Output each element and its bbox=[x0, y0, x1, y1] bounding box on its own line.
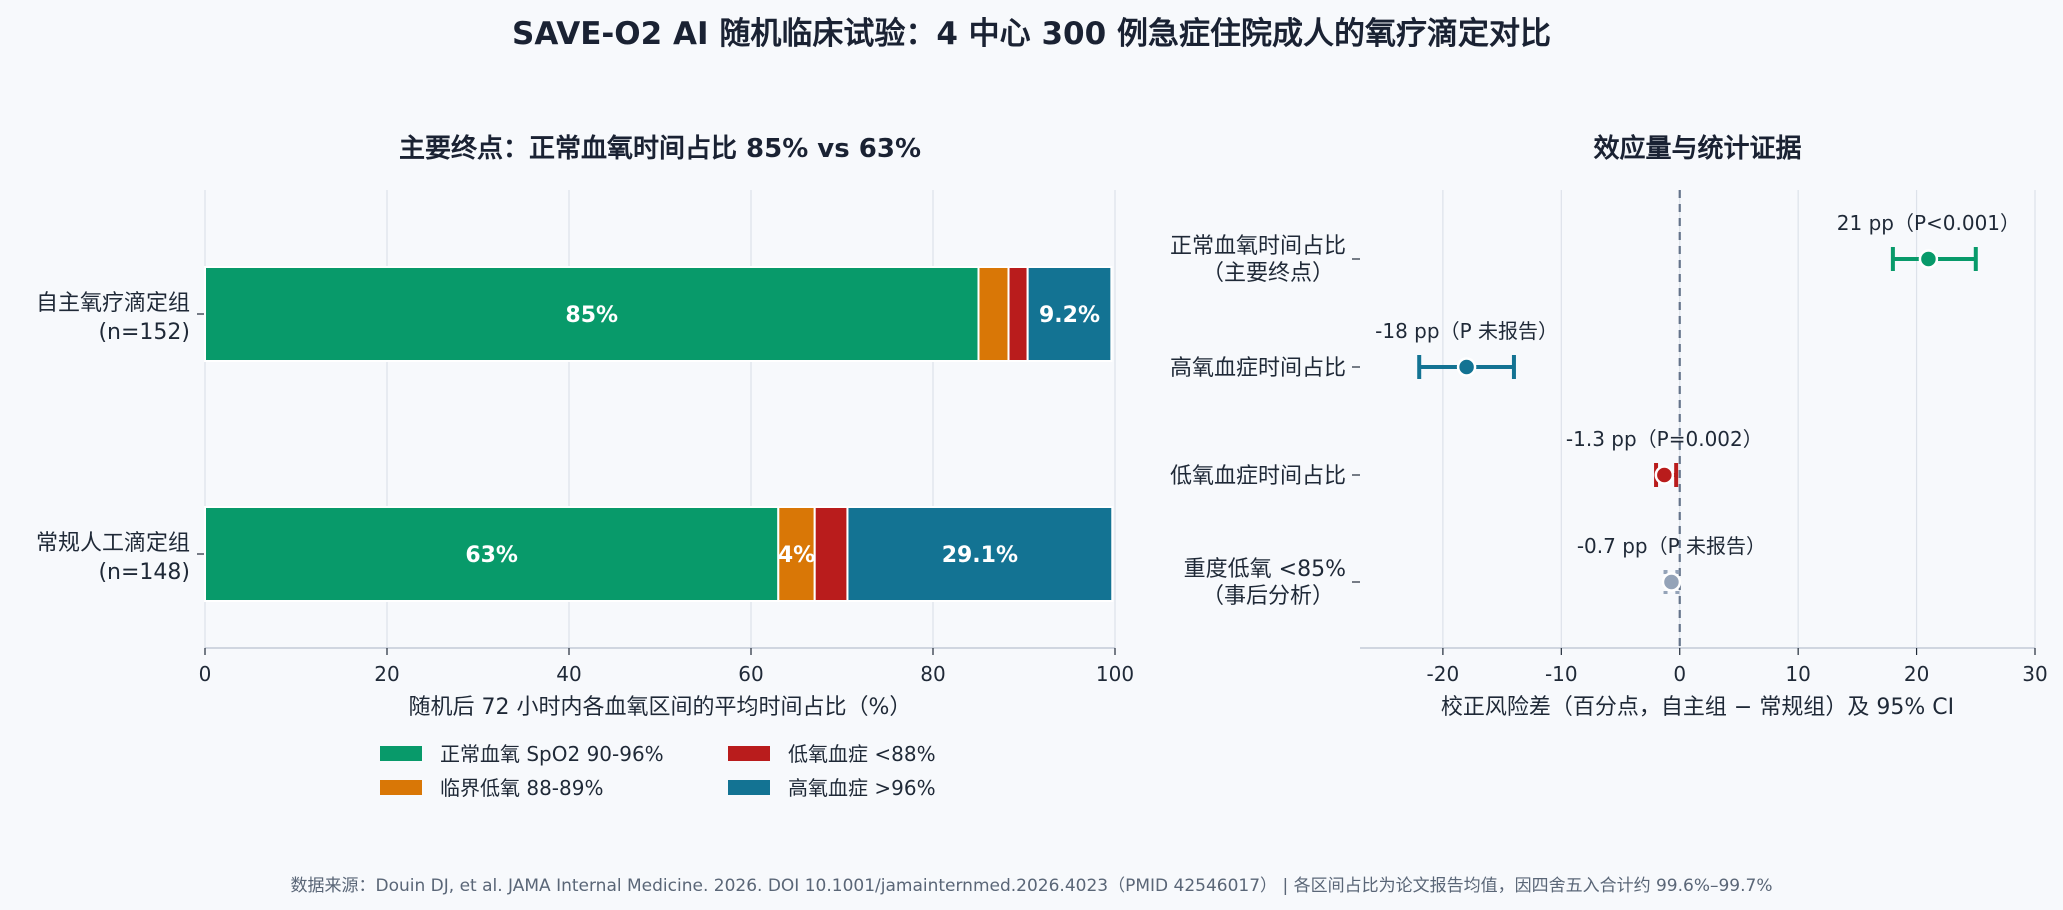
x-axis-title: 校正风险差（百分点，自主组 − 常规组）及 95% CI bbox=[1441, 695, 1954, 720]
x-tick-label: -20 bbox=[1427, 662, 1460, 686]
point-estimate bbox=[1661, 572, 1682, 592]
x-tick-label: 30 bbox=[2022, 662, 2047, 686]
bar-segment bbox=[813, 506, 849, 602]
legend-swatch bbox=[380, 780, 422, 795]
point-estimate bbox=[1918, 249, 1939, 269]
x-tick-label: -10 bbox=[1545, 662, 1578, 686]
figure-title: SAVE-O2 AI 随机临床试验：4 中心 300 例急症住院成人的氧疗滴定对… bbox=[512, 16, 1551, 52]
category-label: 常规人工滴定组 bbox=[36, 531, 190, 556]
bar-segment bbox=[846, 506, 1114, 602]
row-label: 低氧血症时间占比 bbox=[1170, 464, 1346, 489]
point-estimate bbox=[1654, 465, 1675, 485]
row-label-sub: （主要终点） bbox=[1202, 261, 1334, 286]
data-source-note: 数据来源：Douin DJ, et al. JAMA Internal Medi… bbox=[290, 876, 1773, 896]
effect-label: 21 pp（P<0.001） bbox=[1837, 211, 2020, 235]
forest-plot-title: 效应量与统计证据 bbox=[1593, 134, 1802, 164]
bar-value-label: 29.1% bbox=[942, 543, 1018, 568]
x-tick-label: 0 bbox=[199, 662, 212, 686]
bar-value-label: 4% bbox=[778, 543, 815, 568]
row-label: 正常血氧时间占比 bbox=[1170, 234, 1346, 259]
x-tick-label: 20 bbox=[374, 662, 399, 686]
effect-label: -0.7 pp（P 未报告） bbox=[1577, 534, 1766, 558]
x-tick-label: 80 bbox=[920, 662, 945, 686]
x-tick-label: 100 bbox=[1096, 662, 1134, 686]
category-label-n: (n=152) bbox=[98, 320, 190, 345]
row-label-sub: （事后分析） bbox=[1202, 584, 1334, 609]
legend-label: 临界低氧 88-89% bbox=[440, 776, 603, 800]
x-axis-title: 随机后 72 小时内各血氧区间的平均时间占比（%） bbox=[409, 695, 912, 720]
bar-segment bbox=[977, 266, 1010, 362]
bar-value-label: 85% bbox=[565, 303, 618, 328]
x-tick-label: 0 bbox=[1673, 662, 1686, 686]
x-tick-label: 10 bbox=[1785, 662, 1810, 686]
legend-swatch bbox=[728, 746, 770, 761]
legend-swatch bbox=[380, 746, 422, 761]
stacked-bar-panel: 0 20 40 60 80 100 随机后 72 小时内各血氧区间的平均时间占比（%） 自主氧… bbox=[36, 190, 1134, 720]
x-tick-label: 20 bbox=[1904, 662, 1929, 686]
category-label: 自主氧疗滴定组 bbox=[36, 291, 190, 316]
row-label: 重度低氧 <85% bbox=[1184, 557, 1346, 582]
bar-segment bbox=[1026, 266, 1113, 362]
effect-label: -1.3 pp（P=0.002） bbox=[1566, 427, 1763, 451]
x-tick-label: 60 bbox=[738, 662, 763, 686]
bar-segment bbox=[204, 266, 980, 362]
effect-label: -18 pp（P 未报告） bbox=[1375, 319, 1558, 343]
bar-segment bbox=[204, 506, 780, 602]
stacked-bar-chart-title: 主要终点：正常血氧时间占比 85% vs 63% bbox=[398, 134, 922, 164]
legend: 正常血氧 SpO2 90-96% 临界低氧 88-89% 低氧血症 <88% 高氧血症… bbox=[380, 742, 936, 800]
forest-plot-panel: -20 -10 0 10 20 30 校正风险差（百分点，自主组 − 常规组）及 95% C… bbox=[1170, 190, 2048, 720]
legend-label: 正常血氧 SpO2 90-96% bbox=[440, 742, 664, 766]
bar-segment bbox=[777, 506, 816, 602]
legend-label: 低氧血症 <88% bbox=[788, 742, 936, 766]
row-label: 高氧血症时间占比 bbox=[1170, 356, 1346, 381]
point-estimate bbox=[1456, 357, 1477, 377]
legend-label: 高氧血症 >96% bbox=[788, 776, 936, 800]
legend-swatch bbox=[728, 780, 770, 795]
x-tick-label: 40 bbox=[556, 662, 581, 686]
category-label-n: (n=148) bbox=[98, 560, 190, 585]
bar-value-label: 63% bbox=[465, 543, 518, 568]
bar-value-label: 9.2% bbox=[1039, 303, 1100, 328]
bar-segment bbox=[1007, 266, 1029, 362]
